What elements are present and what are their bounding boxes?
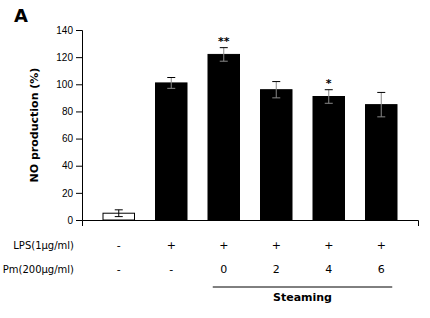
y-tick-mark — [76, 30, 82, 31]
x-axis-line — [83, 221, 419, 227]
bar — [156, 83, 188, 220]
error-bar-cap — [377, 92, 385, 93]
row-value: - — [117, 263, 121, 276]
y-tick-mark — [76, 220, 82, 221]
error-bar-line — [381, 92, 382, 116]
chart: 020406080100120140***LPS(1μg/ml)-+++++Pm… — [0, 0, 430, 318]
y-tick-mark — [76, 84, 82, 85]
error-bar — [220, 48, 228, 62]
y-tick: 80 — [62, 106, 82, 117]
error-bar-line — [276, 82, 277, 98]
row-value: 0 — [220, 263, 227, 276]
y-tick-label: 80 — [62, 106, 74, 117]
y-axis-title: NO production (%) — [28, 68, 41, 183]
row-value: 6 — [378, 263, 385, 276]
row-value: - — [169, 263, 173, 276]
y-tick-label: 60 — [62, 133, 74, 144]
bar — [261, 90, 293, 220]
annotations: *** — [218, 35, 332, 90]
y-tick: 20 — [62, 188, 82, 199]
y-tick-mark — [76, 57, 82, 58]
error-bar — [325, 90, 333, 104]
y-tick: 120 — [56, 52, 82, 63]
y-tick-label: 100 — [56, 79, 73, 90]
bar — [208, 54, 240, 220]
error-bar-cap — [220, 61, 228, 62]
row-value: + — [219, 239, 228, 252]
significance-label: ** — [218, 35, 230, 48]
row-value: + — [167, 239, 176, 252]
error-bar-cap — [272, 81, 280, 82]
y-tick: 0 — [67, 215, 82, 226]
error-bar-cap — [115, 216, 123, 217]
y-tick-label: 40 — [62, 160, 74, 171]
error-bar — [167, 78, 175, 89]
row-value: + — [272, 239, 281, 252]
error-bar-cap — [115, 209, 123, 210]
y-tick: 40 — [62, 160, 82, 171]
error-bar-cap — [325, 103, 333, 104]
row-label: LPS(1μg/ml) — [13, 240, 74, 251]
y-tick-label: 120 — [56, 52, 73, 63]
row-value: 2 — [273, 263, 280, 276]
error-bar — [377, 92, 385, 116]
y-tick-mark — [76, 111, 82, 112]
row-value: 4 — [325, 263, 332, 276]
error-bar-line — [171, 78, 172, 89]
row-value: + — [324, 239, 333, 252]
error-bar — [272, 82, 280, 98]
bar — [366, 105, 398, 220]
y-tick: 60 — [62, 133, 82, 144]
x-axis — [83, 221, 419, 227]
y-tick-label: 0 — [67, 215, 73, 226]
error-bar-line — [223, 48, 224, 62]
y-axis: 0 20 40 60 80 100 120 140 — [56, 25, 82, 226]
y-tick-label: 20 — [62, 188, 74, 199]
y-tick-mark — [76, 193, 82, 194]
group-label: Steaming — [273, 291, 332, 304]
row-value: + — [377, 239, 386, 252]
y-tick: 140 — [56, 25, 82, 36]
error-bar-line — [118, 210, 119, 217]
group-bracket — [213, 287, 393, 288]
marks — [103, 48, 397, 220]
y-tick-mark — [76, 166, 82, 167]
row-label: Pm(200μg/ml) — [3, 264, 74, 275]
error-bar-cap — [377, 116, 385, 117]
error-bar-cap — [272, 97, 280, 98]
error-bar-cap — [167, 88, 175, 89]
error-bar-cap — [167, 77, 175, 78]
y-axis-line — [76, 31, 83, 221]
bar — [313, 97, 345, 221]
significance-label: * — [326, 77, 332, 90]
row-value: - — [117, 239, 121, 252]
y-tick: 100 — [56, 79, 82, 90]
error-bar-line — [328, 90, 329, 104]
error-bar — [115, 210, 123, 217]
plot: 020406080100120140***LPS(1μg/ml)-+++++Pm… — [3, 25, 419, 304]
title: A — [14, 5, 28, 26]
y-tick-mark — [76, 139, 82, 140]
y-tick-label: 140 — [56, 25, 73, 36]
